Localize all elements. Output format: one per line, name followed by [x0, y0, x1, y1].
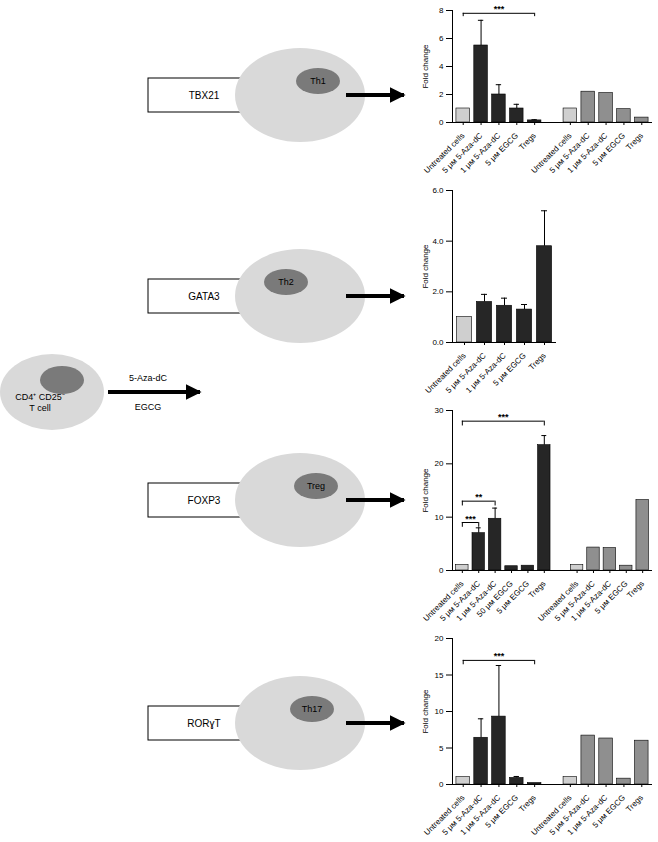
svg-text:5 μм EGCG: 5 μм EGCG: [593, 579, 629, 615]
svg-text:5 μм 5-Aza-dC: 5 μм 5-Aza-dC: [444, 351, 488, 395]
svg-text:Tregs: Tregs: [527, 351, 548, 372]
svg-text:RORɣT: RORɣT: [187, 718, 220, 729]
svg-text:Fold change: Fold change: [421, 689, 430, 734]
svg-text:Tregs: Tregs: [624, 131, 645, 152]
svg-text:1 μм 5-Aza-dC: 1 μм 5-Aza-dC: [565, 793, 610, 837]
svg-text:5 μм EGCG: 5 μм EGCG: [484, 131, 520, 167]
svg-text:Untreated cells: Untreated cells: [529, 793, 574, 838]
svg-text:Tregs: Tregs: [625, 579, 646, 600]
svg-text:Th1: Th1: [310, 76, 326, 86]
svg-text:***: ***: [494, 4, 505, 14]
svg-text:5 μм 5-Aza-dC: 5 μм 5-Aza-dC: [547, 793, 592, 837]
svg-text:1 μм 5-Aza-dC: 1 μм 5-Aza-dC: [454, 579, 499, 623]
svg-text:5 μм 5-Aza-dC: 5 μм 5-Aza-dC: [547, 131, 592, 175]
svg-text:T cell: T cell: [29, 403, 50, 413]
svg-text:Untreated cells: Untreated cells: [529, 131, 574, 176]
svg-text:20: 20: [435, 634, 444, 643]
svg-text:Th17: Th17: [302, 704, 323, 714]
svg-text:4.0: 4.0: [432, 237, 444, 246]
svg-text:8: 8: [439, 6, 444, 15]
svg-text:10: 10: [435, 707, 444, 716]
svg-text:Untreated cells: Untreated cells: [422, 131, 467, 176]
svg-text:6: 6: [439, 34, 444, 43]
svg-text:4: 4: [439, 62, 444, 71]
svg-text:5 μм EGCG: 5 μм EGCG: [591, 131, 627, 167]
svg-text:5 μм EGCG: 5 μм EGCG: [495, 579, 531, 615]
svg-text:0.0: 0.0: [432, 338, 444, 347]
svg-text:Treg: Treg: [307, 481, 325, 491]
svg-text:Fold change: Fold change: [421, 244, 430, 289]
svg-text:5 μм 5-Aza-dC: 5 μм 5-Aza-dC: [440, 793, 485, 837]
svg-text:5 μм 5-Aza-dC: 5 μм 5-Aza-dC: [553, 579, 597, 623]
svg-text:Fold change: Fold change: [421, 468, 430, 513]
svg-text:6.0: 6.0: [432, 186, 444, 195]
svg-text:1 μм 5-Aza-dC: 1 μм 5-Aza-dC: [458, 131, 503, 175]
svg-text:0: 0: [439, 566, 444, 575]
svg-text:Untreated cells: Untreated cells: [423, 351, 468, 396]
svg-text:0: 0: [439, 118, 444, 127]
svg-text:5 μм EGCG: 5 μм EGCG: [491, 351, 527, 387]
svg-text:15: 15: [435, 671, 444, 680]
svg-text:***: ***: [465, 514, 476, 524]
svg-text:1 μм 5-Aza-dC: 1 μм 5-Aza-dC: [569, 579, 614, 623]
svg-text:Untreated cells: Untreated cells: [422, 793, 467, 838]
svg-text:5: 5: [439, 744, 444, 753]
svg-text:5-Aza-dC: 5-Aza-dC: [129, 373, 168, 383]
svg-text:5 μм 5-Aza-dC: 5 μм 5-Aza-dC: [440, 131, 485, 175]
svg-text:Tregs: Tregs: [517, 793, 538, 814]
svg-text:FOXP3: FOXP3: [188, 495, 221, 506]
svg-text:Tregs: Tregs: [527, 579, 548, 600]
svg-text:5 μм 5-Aza-dC: 5 μм 5-Aza-dC: [438, 579, 482, 623]
svg-text:Tregs: Tregs: [624, 793, 645, 814]
svg-text:1 μм 5-Aza-dC: 1 μм 5-Aza-dC: [464, 351, 508, 395]
svg-text:1 μм 5-Aza-dC: 1 μм 5-Aza-dC: [565, 131, 610, 175]
svg-text:30: 30: [435, 406, 444, 415]
svg-text:**: **: [475, 492, 483, 502]
svg-text:50 μм EGCG: 50 μм EGCG: [475, 579, 515, 619]
svg-text:Untreated cells: Untreated cells: [421, 579, 466, 624]
svg-text:10: 10: [435, 513, 444, 522]
svg-text:Th2: Th2: [278, 277, 294, 287]
svg-text:20: 20: [435, 459, 444, 468]
svg-text:***: ***: [494, 651, 505, 661]
svg-text:Fold change: Fold change: [421, 44, 430, 89]
svg-text:2: 2: [439, 90, 444, 99]
svg-text:5 μм EGCG: 5 μм EGCG: [484, 793, 520, 829]
svg-text:Tregs: Tregs: [517, 131, 538, 152]
svg-text:GATA3: GATA3: [188, 291, 220, 302]
svg-text:EGCG: EGCG: [135, 402, 162, 412]
svg-text:Untreated cells: Untreated cells: [536, 579, 581, 624]
svg-text:2.0: 2.0: [432, 287, 444, 296]
svg-text:CD4⁺ CD25⁻: CD4⁺ CD25⁻: [15, 392, 65, 402]
svg-text:1 μм 5-Aza-dC: 1 μм 5-Aza-dC: [458, 793, 503, 837]
svg-text:***: ***: [498, 412, 509, 422]
svg-text:0: 0: [439, 780, 444, 789]
svg-text:TBX21: TBX21: [189, 90, 220, 101]
svg-text:5 μм EGCG: 5 μм EGCG: [591, 793, 627, 829]
